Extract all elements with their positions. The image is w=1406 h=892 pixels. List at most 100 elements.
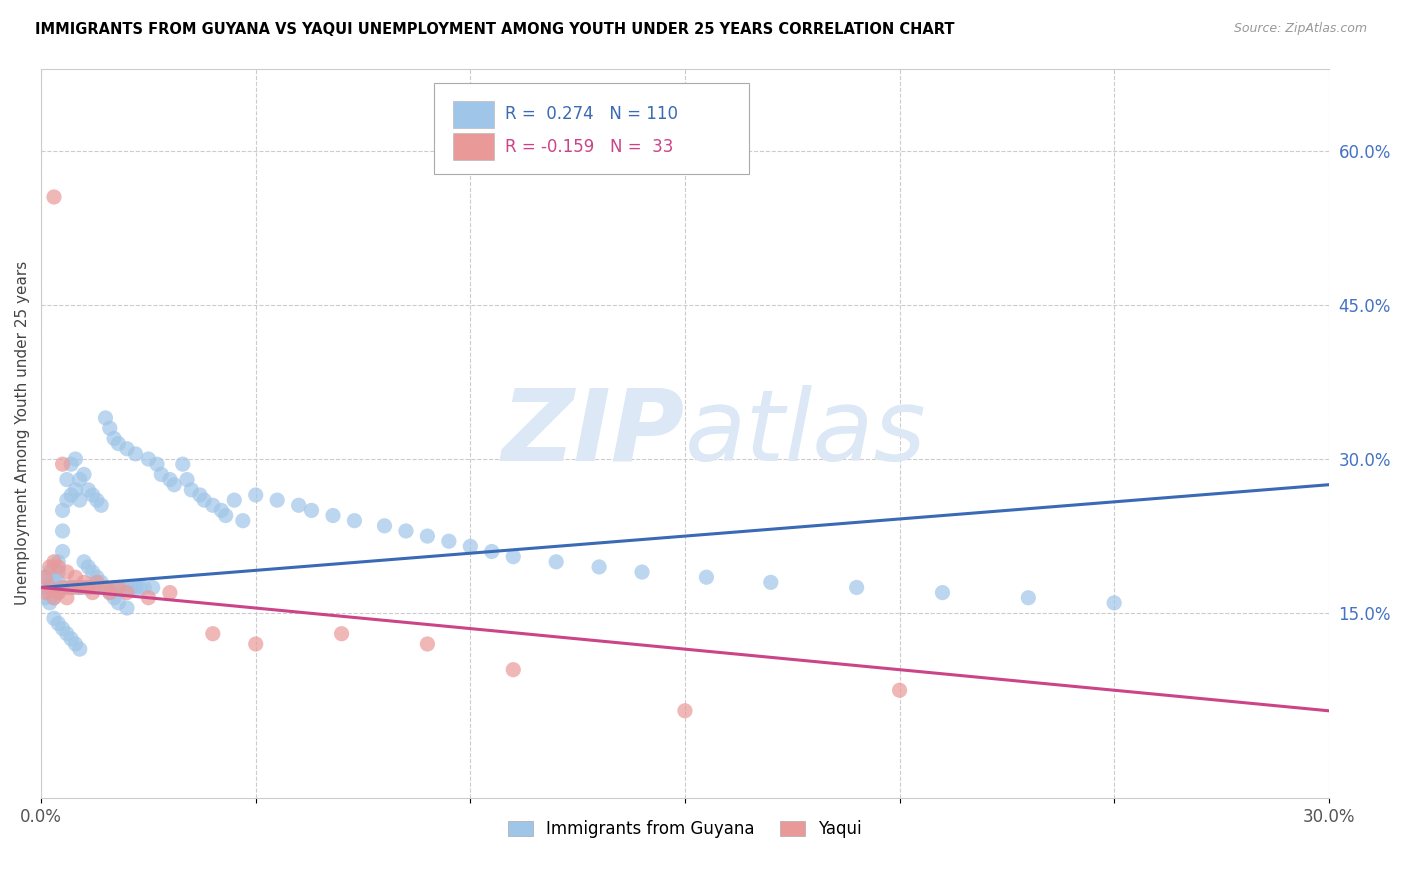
Point [73,467,96,482]
Point [98,421,121,435]
Point [65,581,87,595]
Point [889,683,911,698]
Point [60,488,83,502]
Point [69,642,91,657]
Point [60,581,83,595]
Point [56,626,79,640]
Point [90,575,112,590]
Point [38,596,60,610]
Point [69,581,91,595]
Point [69,493,91,508]
Point [94,581,117,595]
Point [150,467,173,482]
Point [34,570,56,584]
FancyBboxPatch shape [453,134,495,160]
Point [759,575,782,590]
Point [245,637,267,651]
Point [180,483,202,497]
Point [65,483,87,497]
Point [52,581,75,595]
Point [343,514,366,528]
Point [115,442,138,456]
Point [77,581,100,595]
Point [82,565,104,579]
Point [60,632,83,646]
Point [931,585,953,599]
Point [103,432,125,446]
Point [103,581,125,595]
Point [77,483,100,497]
Point [86,570,108,584]
Point [128,581,150,595]
Point [52,503,75,517]
Point [287,498,309,512]
Point [481,544,503,558]
Point [107,581,129,595]
Point [90,498,112,512]
Point [215,508,238,523]
Point [34,581,56,595]
Point [34,585,56,599]
Point [416,529,439,543]
Point [159,473,181,487]
Text: Source: ZipAtlas.com: Source: ZipAtlas.com [1233,22,1367,36]
Point [373,518,395,533]
Point [94,581,117,595]
Point [52,524,75,538]
Point [98,585,121,599]
Point [52,544,75,558]
Point [159,585,181,599]
Point [60,581,83,595]
Point [73,555,96,569]
Point [73,581,96,595]
Point [134,581,156,595]
Point [52,457,75,471]
Point [86,581,108,595]
Point [201,498,224,512]
Point [52,581,75,595]
Text: atlas: atlas [685,384,927,482]
Point [38,560,60,574]
Point [82,488,104,502]
Point [107,581,129,595]
Point [245,488,267,502]
Point [437,534,460,549]
Point [107,436,129,450]
Point [395,524,418,538]
Point [502,663,524,677]
Point [460,540,482,554]
Text: ZIP: ZIP [502,384,685,482]
Point [52,622,75,636]
Point [103,591,125,605]
Point [38,581,60,595]
Point [82,585,104,599]
Point [86,493,108,508]
Point [56,473,79,487]
Y-axis label: Unemployment Among Youth under 25 years: Unemployment Among Youth under 25 years [15,261,30,606]
Point [65,570,87,584]
Point [301,503,323,517]
Point [69,473,91,487]
Point [224,493,246,508]
FancyBboxPatch shape [453,102,495,128]
Point [107,596,129,610]
Point [65,637,87,651]
Point [69,581,91,595]
Legend: Immigrants from Guyana, Yaqui: Immigrants from Guyana, Yaqui [502,814,869,845]
Point [193,493,215,508]
Point [65,452,87,467]
Point [56,493,79,508]
Point [546,555,568,569]
Point [46,575,69,590]
Point [46,585,69,599]
Point [146,457,169,471]
Point [86,575,108,590]
Point [124,581,146,595]
Point [416,637,439,651]
Point [673,704,696,718]
Point [120,581,142,595]
Point [115,581,138,595]
Point [94,411,117,425]
Point [111,581,134,595]
Point [209,503,232,517]
